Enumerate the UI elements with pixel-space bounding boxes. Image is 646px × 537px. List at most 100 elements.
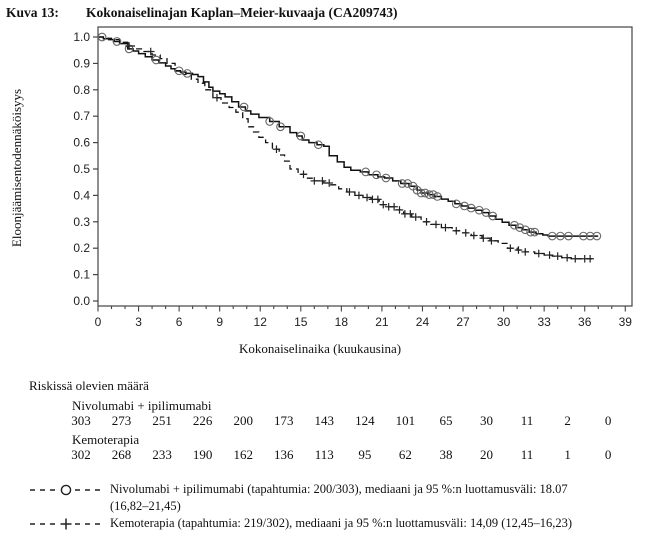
legend-text-line: Kemoterapia (tapahtumia: 219/302), media… [110, 516, 573, 530]
censor-mark-circle [239, 102, 249, 112]
censor-mark-circle [151, 55, 161, 65]
censor-mark-circle [372, 170, 381, 180]
censor-mark-circle [420, 188, 430, 198]
censor-mark-circle [361, 167, 371, 177]
y-tick-label: 0.2 [73, 241, 90, 255]
risk-count: 101 [395, 413, 416, 428]
censor-mark-circle [520, 225, 530, 235]
figure-title: Kokonaiselinajan Kaplan–Meier-kuvaaja (C… [86, 5, 398, 20]
censor-mark-circle [314, 140, 323, 150]
x-tick-label: 24 [416, 315, 430, 329]
x-tick-label: 39 [619, 315, 633, 329]
legend-symbol-plus-dashed-icon [30, 518, 102, 530]
risk-group-label: Nivolumabi + ipilimumabi [72, 398, 212, 413]
risk-count: 30 [480, 413, 493, 428]
risk-table-heading: Riskissä olevien määrä [29, 378, 149, 393]
risk-count: 190 [192, 447, 213, 462]
censor-mark-circle [585, 231, 595, 241]
censor-mark-circle [403, 179, 412, 188]
risk-count: 173 [274, 413, 294, 428]
risk-count: 251 [152, 413, 172, 428]
risk-count: 162 [233, 447, 253, 462]
y-tick-label: 0.0 [73, 294, 90, 308]
x-tick-label: 33 [537, 315, 551, 329]
y-axis-title: Eloonjäämisentodennäköisyys [9, 89, 24, 247]
risk-count: 38 [439, 447, 453, 462]
risk-count: 2 [564, 413, 571, 428]
censor-mark-circle [466, 203, 476, 213]
censor-mark-circle [515, 223, 525, 232]
risk-count: 0 [604, 447, 612, 462]
x-tick-label: 36 [578, 315, 592, 329]
censor-mark-circle [381, 173, 391, 183]
series-path-nivolumabi-ipilimumabi [98, 36, 599, 237]
risk-count: 11 [520, 447, 534, 462]
censor-mark-circle [182, 69, 192, 78]
censor-mark-circle [481, 208, 491, 217]
risk-count: 302 [71, 447, 91, 462]
censor-mark-circle [564, 231, 573, 241]
censor-mark-circle [433, 192, 442, 201]
censor-mark-circle [416, 188, 426, 198]
censor-mark-circle [526, 227, 535, 237]
risk-count: 95 [358, 447, 372, 462]
risk-count: 65 [439, 413, 453, 428]
legend-text-line: (16,82–21,45) [110, 498, 181, 513]
x-tick-label: 12 [254, 315, 268, 329]
plot-border [97, 26, 633, 307]
legend-text-line: Nivolumabi + ipilimumabi (tapahtumia: 20… [110, 482, 568, 496]
y-tick-label: 0.3 [73, 215, 90, 229]
legend-text: Kemoterapia (tapahtumia: 219/302), media… [110, 515, 622, 532]
x-tick-label: 15 [294, 315, 308, 329]
risk-count: 226 [192, 413, 213, 428]
y-tick-label: 0.5 [73, 162, 90, 176]
censor-mark-circle [424, 190, 434, 199]
y-tick-label: 0.8 [73, 83, 90, 97]
censor-mark-circle [397, 179, 407, 188]
x-tick-label: 18 [335, 315, 349, 329]
risk-count: 303 [71, 413, 91, 428]
figure-label: Kuva 13: [6, 5, 59, 20]
x-tick-label: 9 [216, 315, 223, 329]
y-tick-label: 0.1 [73, 268, 90, 282]
x-tick-label: 3 [135, 315, 142, 329]
y-tick-label: 0.6 [73, 136, 90, 150]
censor-mark-circle [530, 227, 540, 237]
censor-mark-circle [579, 231, 588, 241]
risk-count: 62 [398, 447, 412, 462]
risk-count: 1 [564, 447, 571, 462]
risk-count: 233 [152, 447, 172, 462]
legend-text: Nivolumabi + ipilimumabi (tapahtumia: 20… [110, 481, 622, 514]
y-tick-label: 0.4 [73, 188, 90, 202]
risk-count: 124 [355, 413, 375, 428]
censor-mark-circle [428, 190, 438, 199]
risk-count: 11 [520, 413, 534, 428]
risk-count: 0 [604, 413, 612, 428]
risk-count: 268 [111, 447, 132, 462]
censor-mark-circle [451, 199, 461, 209]
y-tick-label: 0.7 [73, 109, 90, 123]
x-tick-label: 21 [375, 315, 389, 329]
censor-mark-circle [592, 231, 602, 241]
x-tick-label: 6 [176, 315, 183, 329]
x-tick-label: 27 [456, 315, 470, 329]
risk-group-label: Kemoterapia [72, 432, 140, 447]
risk-count: 136 [274, 447, 294, 462]
x-tick-label: 30 [497, 315, 511, 329]
risk-count: 113 [314, 447, 334, 462]
censor-mark-circle [174, 66, 184, 76]
risk-count: 20 [480, 447, 493, 462]
y-tick-label: 0.9 [73, 56, 90, 70]
censor-mark-circle [265, 117, 275, 126]
censor-mark-circle [112, 37, 122, 46]
x-tick-label: 0 [95, 315, 102, 329]
censor-mark-circle [296, 131, 306, 141]
censor-mark-circle [97, 32, 107, 42]
risk-count: 200 [233, 413, 253, 428]
y-tick-label: 1.0 [73, 30, 90, 44]
censor-mark-circle [276, 122, 285, 132]
censor-mark-circle [510, 220, 519, 230]
legend-symbol-circle-dashed-icon [30, 484, 102, 496]
